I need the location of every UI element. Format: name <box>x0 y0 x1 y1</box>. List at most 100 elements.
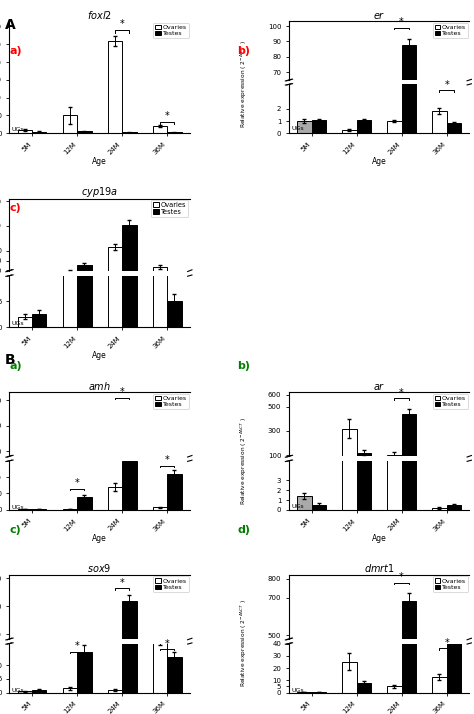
X-axis label: Age: Age <box>92 157 107 166</box>
Bar <box>153 508 167 510</box>
Bar <box>167 132 182 134</box>
Bar <box>153 501 167 502</box>
Bar <box>153 267 167 276</box>
Bar <box>77 131 91 134</box>
Bar <box>153 651 167 663</box>
Bar <box>297 178 311 181</box>
Bar <box>432 508 447 510</box>
Bar <box>167 301 182 327</box>
Text: UGs: UGs <box>12 127 25 132</box>
Bar <box>342 662 356 693</box>
Text: UGs: UGs <box>12 506 25 511</box>
Bar <box>63 662 77 663</box>
Title: $\it{amh}$: $\it{amh}$ <box>88 380 111 392</box>
Text: *: * <box>75 641 80 651</box>
Y-axis label: Relative expression ( 2$^{-\Delta\Delta CT}$ ): Relative expression ( 2$^{-\Delta\Delta … <box>239 41 249 129</box>
Bar <box>401 0 416 134</box>
Bar <box>297 121 311 134</box>
Bar <box>77 652 91 693</box>
Title: $\it{sox9}$: $\it{sox9}$ <box>88 563 112 574</box>
Bar <box>18 130 32 134</box>
Title: $\it{cyp19a}$: $\it{cyp19a}$ <box>81 184 118 198</box>
Text: UGs: UGs <box>12 321 25 326</box>
Legend: Ovaries, Testes: Ovaries, Testes <box>433 576 468 592</box>
Text: *: * <box>399 388 404 398</box>
Bar <box>401 44 416 181</box>
Bar <box>401 601 416 714</box>
Bar <box>108 247 122 276</box>
Bar <box>63 271 77 276</box>
Bar <box>356 178 371 181</box>
Bar <box>167 657 182 693</box>
Bar <box>401 0 416 510</box>
Bar <box>32 509 46 510</box>
Y-axis label: Relative expression ( 2$^{-\Delta\Delta CT}$ ): Relative expression ( 2$^{-\Delta\Delta … <box>239 417 249 505</box>
X-axis label: Age: Age <box>92 534 107 543</box>
Bar <box>32 132 46 134</box>
Bar <box>153 0 167 327</box>
Text: UGs: UGs <box>292 688 304 693</box>
Bar <box>297 496 311 510</box>
Y-axis label: Relative expression ( 2$^{-\Delta\Delta CT}$ ): Relative expression ( 2$^{-\Delta\Delta … <box>239 600 249 688</box>
Bar <box>342 0 356 510</box>
Text: b): b) <box>237 361 250 371</box>
Text: *: * <box>444 638 449 648</box>
Bar <box>122 600 137 663</box>
Text: c): c) <box>9 203 21 213</box>
Legend: Ovaries, Testes: Ovaries, Testes <box>433 23 468 38</box>
Text: a): a) <box>9 361 22 371</box>
Bar <box>356 0 371 510</box>
Legend: Ovaries, Testes: Ovaries, Testes <box>151 200 189 217</box>
Bar <box>167 474 182 510</box>
Bar <box>447 123 461 134</box>
Text: *: * <box>165 111 170 121</box>
Bar <box>77 497 91 510</box>
Bar <box>122 393 137 693</box>
Text: *: * <box>120 387 125 397</box>
Bar <box>122 461 137 510</box>
Bar <box>108 41 122 134</box>
Bar <box>447 570 461 693</box>
Bar <box>63 688 77 693</box>
Bar <box>311 120 326 134</box>
Bar <box>122 487 137 502</box>
Legend: Ovaries, Testes: Ovaries, Testes <box>433 393 468 409</box>
Text: *: * <box>165 456 170 466</box>
Bar <box>342 428 356 467</box>
Bar <box>63 116 77 134</box>
Text: UGs: UGs <box>292 504 304 509</box>
Bar <box>432 178 447 181</box>
Bar <box>108 495 122 502</box>
Bar <box>311 505 326 510</box>
Bar <box>108 487 122 510</box>
Bar <box>167 491 182 502</box>
Title: $\it{ar}$: $\it{ar}$ <box>373 381 385 392</box>
Bar <box>122 225 137 276</box>
X-axis label: Age: Age <box>372 534 386 543</box>
Bar <box>63 509 77 510</box>
Text: *: * <box>399 17 404 27</box>
Bar <box>63 0 77 327</box>
Bar <box>18 691 32 693</box>
Bar <box>311 178 326 181</box>
Bar <box>77 654 91 663</box>
Legend: Ovaries, Testes: Ovaries, Testes <box>153 576 189 592</box>
Text: A: A <box>5 18 16 32</box>
Bar <box>32 690 46 693</box>
Bar <box>77 498 91 502</box>
Text: c): c) <box>9 525 21 535</box>
Bar <box>167 655 182 663</box>
Bar <box>77 265 91 276</box>
Bar <box>108 0 122 327</box>
Bar <box>77 0 91 327</box>
Text: a): a) <box>9 46 22 56</box>
Legend: Ovaries, Testes: Ovaries, Testes <box>153 393 189 409</box>
Bar <box>122 132 137 134</box>
Bar <box>387 0 401 510</box>
Text: b): b) <box>237 46 250 56</box>
Bar <box>342 129 356 134</box>
Bar <box>153 638 167 693</box>
X-axis label: Age: Age <box>372 157 386 166</box>
Text: *: * <box>75 478 80 488</box>
Bar <box>108 690 122 693</box>
